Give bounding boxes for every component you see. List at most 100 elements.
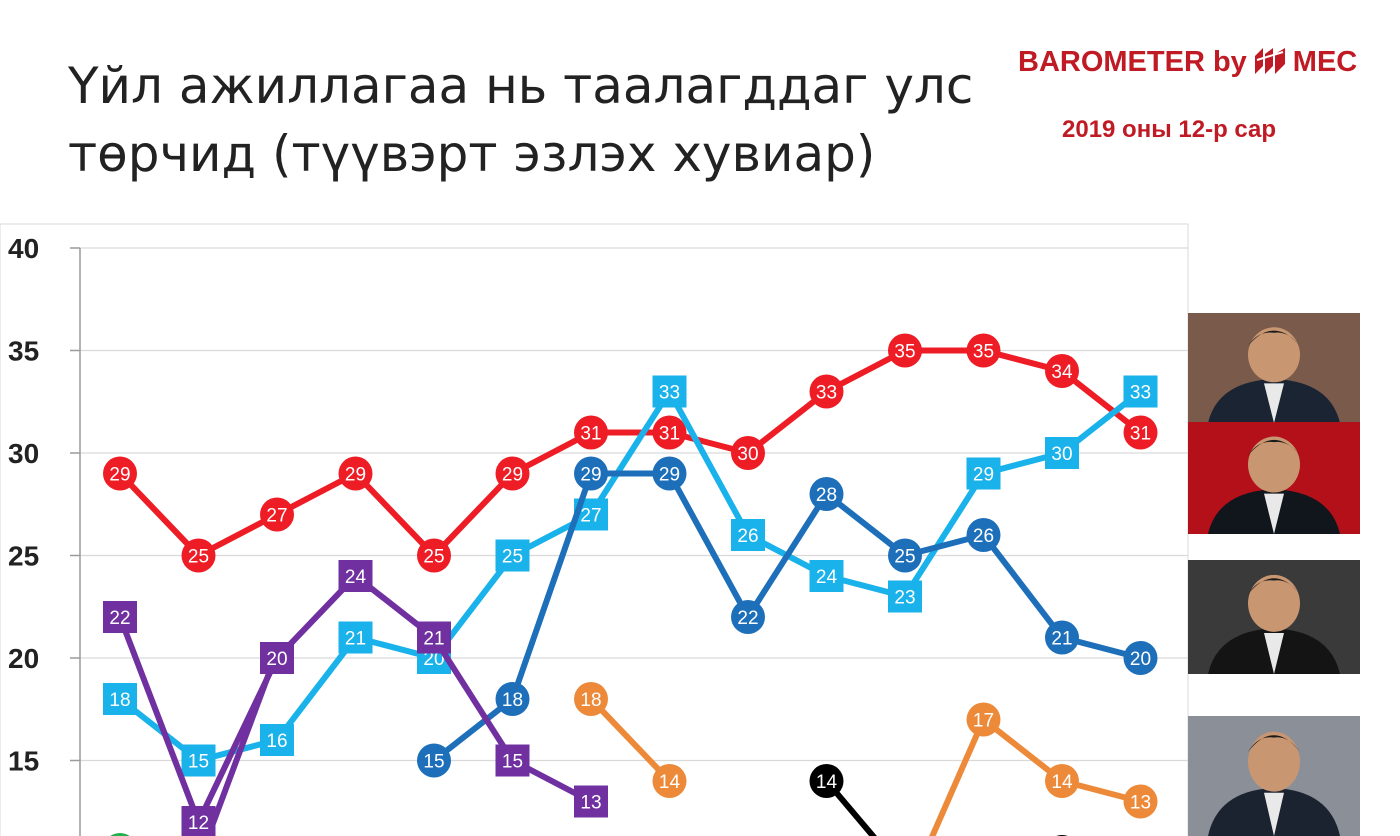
marker-light_blue (809, 560, 844, 592)
marker-light_blue (260, 724, 294, 756)
y-tick-label-40: 40 (8, 233, 39, 264)
point-black-9: 14 (809, 764, 844, 798)
series-purple-segment (117, 614, 202, 825)
point-red-13: 31 (1123, 415, 1158, 450)
point-purple-3: 24 (338, 560, 373, 592)
data-label-light_blue: 26 (737, 526, 758, 547)
point-light_blue-7: 33 (652, 375, 687, 408)
y-tick-label-15: 15 (8, 746, 39, 777)
marker-red (181, 538, 216, 573)
data-label-dark_blue: 26 (973, 526, 994, 547)
point-dark_blue-8: 22 (731, 600, 765, 634)
point-light_blue-11: 29 (966, 457, 1001, 490)
marker-purple (181, 806, 216, 836)
marker-light_blue (181, 744, 216, 777)
marker-red (888, 333, 922, 368)
data-label-light_blue: 16 (266, 731, 287, 752)
data-label-red: 31 (580, 424, 601, 445)
portrait-1 (1188, 313, 1360, 423)
series-green (110, 833, 130, 836)
data-label-purple: 22 (109, 608, 130, 629)
point-purple-0: 22 (103, 601, 137, 633)
point-dark_blue-11: 26 (966, 518, 1001, 552)
data-label-light_blue: 30 (1051, 444, 1072, 465)
point-light_blue-10: 23 (888, 580, 922, 613)
data-label-red: 33 (816, 383, 837, 404)
portrait-4-image (1188, 716, 1360, 836)
data-label-dark_blue: 25 (894, 547, 915, 568)
marker-dark_blue (731, 600, 765, 634)
point-dark_blue-7: 29 (652, 456, 687, 491)
marker-dark_blue (1045, 620, 1079, 655)
data-label-light_blue: 20 (423, 649, 444, 670)
data-label-dark_blue: 29 (659, 465, 680, 486)
survey-date: 2019 оны 12-р сар (1062, 116, 1277, 143)
point-red-10: 35 (888, 333, 922, 368)
portrait-shirt (1264, 632, 1284, 674)
portrait-face (1248, 731, 1300, 792)
point-purple-2: 20 (260, 642, 294, 674)
data-label-dark_blue: 18 (502, 690, 523, 711)
portrait-2-image (1188, 422, 1360, 534)
marker-orange (574, 682, 608, 716)
data-label-purple: 24 (345, 567, 367, 588)
marker-dark_blue (495, 682, 530, 716)
marker-dark_blue (809, 477, 844, 511)
marker-dark_blue (888, 538, 922, 573)
data-label-light_blue: 27 (580, 506, 601, 527)
point-red-8: 30 (731, 436, 765, 470)
marker-orange (1045, 764, 1079, 798)
portrait-hair (1248, 735, 1300, 752)
title-line-2: төрчид (түүвэрт эзлэх хувиар) (68, 125, 876, 183)
data-label-red: 29 (109, 465, 130, 486)
line-chart: 15 20 25 30 35 40 29 25 27 29 25 29 31 31 30 33 35 35 34 3… (0, 223, 1189, 836)
point-light_blue-6: 27 (574, 498, 608, 531)
point-red-0: 29 (103, 456, 137, 491)
marker-red (1045, 354, 1079, 388)
point-light_blue-5: 25 (495, 539, 530, 572)
marker-red (103, 456, 137, 491)
y-tick-label-20: 20 (8, 643, 39, 674)
data-label-orange: 18 (580, 690, 601, 711)
point-light_blue-0: 18 (103, 683, 137, 715)
marker-light_blue (495, 539, 530, 572)
marker-black (809, 764, 844, 798)
data-label-light_blue: 21 (345, 629, 366, 650)
data-label-orange: 17 (973, 711, 994, 732)
chart-title: Үйл ажиллагаа нь таалагддаг улс төрчид (… (68, 52, 1028, 188)
series-orange: 18 14 14 13 17 (574, 682, 1158, 836)
marker-light_blue (1045, 437, 1079, 469)
portrait-hair (1248, 578, 1300, 595)
series-purple-segment (195, 655, 280, 825)
portrait-shirt (1264, 493, 1284, 534)
point-light_blue-8: 26 (731, 519, 765, 551)
marker-light_blue (1123, 375, 1158, 408)
marker-light_blue (888, 580, 922, 613)
series-purple-segment (431, 634, 516, 764)
portrait-face (1248, 327, 1300, 383)
data-label-light_blue: 24 (816, 567, 838, 588)
point-light_blue-1: 15 (181, 744, 216, 777)
portrait-shirt (1264, 383, 1284, 423)
marker-red (495, 456, 530, 491)
data-label-light_blue: 29 (973, 465, 994, 486)
data-label-red: 29 (502, 465, 523, 486)
marker-light_blue (966, 457, 1001, 490)
portrait-face (1248, 574, 1300, 632)
data-label-red: 31 (659, 424, 680, 445)
data-label-red: 31 (1130, 424, 1151, 445)
point-orange-6: 18 (574, 682, 608, 716)
series-black-segment (824, 779, 877, 836)
series-dark_blue-segment (509, 470, 594, 702)
y-tick-label-35: 35 (8, 336, 39, 367)
point-red-9: 33 (809, 374, 844, 409)
series-orange-segment (588, 696, 673, 784)
data-label-dark_blue: 29 (580, 465, 601, 486)
marker-red (731, 436, 765, 470)
data-label-purple: 20 (266, 649, 287, 670)
point-red-7: 31 (652, 415, 687, 450)
y-tick-label-25: 25 (8, 541, 39, 572)
portrait-3-image (1188, 560, 1360, 674)
data-label-purple: 21 (423, 629, 444, 650)
